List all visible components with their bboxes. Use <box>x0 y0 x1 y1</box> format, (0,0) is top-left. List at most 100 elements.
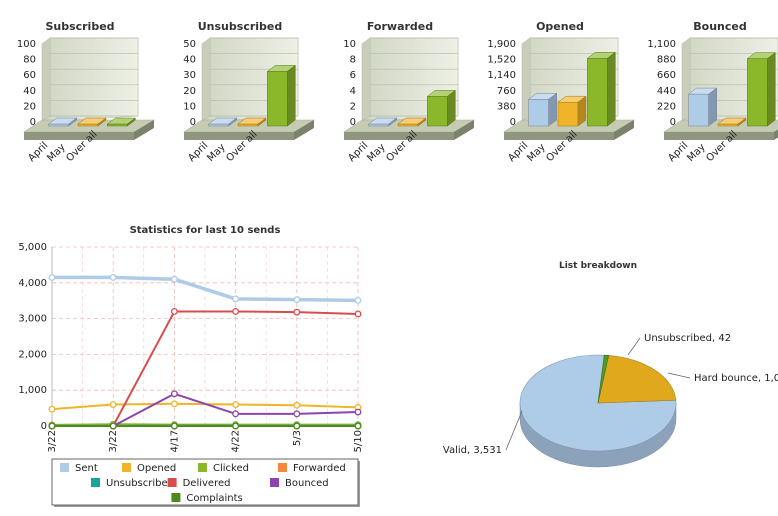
pie-label-leader <box>667 372 691 379</box>
x-tick-label: 5/10 <box>353 430 364 452</box>
legend-swatch <box>171 493 181 502</box>
series-point-bounced <box>170 390 178 398</box>
y-tick-label: 5,000 <box>18 242 47 253</box>
legend-label: Complaints <box>186 493 242 504</box>
y-tick-label: 80 <box>23 55 36 66</box>
y-tick-label: 2,000 <box>18 349 47 360</box>
series-point-sent <box>293 296 301 304</box>
legend-label: Bounced <box>285 478 329 489</box>
y-tick-label: 0 <box>190 117 196 128</box>
plot-floor-side <box>774 129 778 140</box>
x-tick-label: May <box>205 142 227 164</box>
series-point-complaints <box>232 422 240 430</box>
chart-title: Bounced <box>693 20 746 33</box>
bar-may <box>557 95 587 127</box>
plot-side-wall <box>201 37 211 123</box>
y-tick-label: 4 <box>350 86 356 97</box>
series-point-delivered <box>170 307 178 315</box>
y-tick-label: 0 <box>41 421 47 432</box>
legend-item-forwarded: Forwarded <box>278 463 346 474</box>
bar-over-all <box>266 64 297 127</box>
y-tick-label: 1,100 <box>647 39 676 50</box>
plot-floor-side <box>294 120 314 140</box>
y-tick-label: 880 <box>657 55 676 66</box>
bar-may <box>77 117 107 127</box>
y-tick-label: 760 <box>497 86 516 97</box>
series-point-opened <box>170 400 178 408</box>
plot-side-wall <box>41 37 51 123</box>
y-tick-label: 100 <box>17 39 36 50</box>
chart-title: Statistics for last 10 sends <box>130 225 281 236</box>
y-tick-label: 40 <box>23 86 36 97</box>
x-tick-label: 5/3 <box>292 430 303 446</box>
x-tick-label: May <box>365 142 387 164</box>
legend-item-bounced: Bounced <box>270 478 329 489</box>
y-tick-label: 10 <box>343 39 356 50</box>
series-point-opened <box>109 401 117 408</box>
legend-swatch <box>167 478 177 487</box>
x-tick-label: May <box>685 142 707 164</box>
series-point-sent <box>170 275 178 283</box>
y-tick-label: 40 <box>183 55 196 66</box>
legend-item-unsubscribed: Unsubscribed <box>91 478 174 489</box>
y-tick-label: 6 <box>350 70 356 81</box>
x-tick-label: 4/17 <box>169 430 180 452</box>
bar-april <box>687 87 718 127</box>
chart-title: Unsubscribed <box>198 20 283 33</box>
series-point-bounced <box>293 410 301 418</box>
y-tick-label: 0 <box>510 117 516 128</box>
plot-floor-front <box>664 132 774 140</box>
plot-side-wall <box>361 37 371 123</box>
x-tick-label: April <box>666 140 690 164</box>
pie-slice-hard-bounce <box>597 355 677 404</box>
bar-may <box>397 117 427 127</box>
legend-item-clicked: Clicked <box>198 463 249 474</box>
legend-label: Opened <box>137 463 176 474</box>
x-tick-label: May <box>45 142 67 164</box>
pie-label-unsubscribed: Unsubscribed, 42 <box>644 333 731 344</box>
statistics-line-chart: Statistics for last 10 sends 0 1,000 2,000 3… <box>18 225 364 507</box>
y-tick-label: 20 <box>183 86 196 97</box>
y-tick-label: 3,000 <box>18 314 47 325</box>
bar-over-all <box>426 89 457 127</box>
pie-label-valid: Valid, 3,531 <box>443 445 502 456</box>
y-tick-label: 20 <box>23 101 36 112</box>
legend-label: Forwarded <box>293 463 346 474</box>
y-tick-label: 8 <box>350 55 356 66</box>
legend-item-complaints: Complaints <box>171 493 243 504</box>
plot-floor-front <box>24 132 134 140</box>
pie-label-leader <box>505 410 523 451</box>
series-point-opened <box>232 401 240 408</box>
pie-slice-unsubscribed <box>597 354 610 404</box>
series-point-sent <box>232 295 240 303</box>
y-tick-label: 1,000 <box>18 385 47 396</box>
chart-title: Opened <box>536 20 584 33</box>
legend-swatch <box>270 478 279 487</box>
plot-back-wall <box>49 37 139 117</box>
series-point-delivered <box>232 307 240 315</box>
bar-april <box>367 117 398 127</box>
legend-swatch <box>198 463 207 472</box>
x-tick-label: April <box>346 140 370 164</box>
y-tick-label: 60 <box>23 70 36 81</box>
y-tick-label: 440 <box>657 86 676 97</box>
x-tick-label: April <box>26 140 50 164</box>
legend-item-opened: Opened <box>122 463 176 474</box>
y-tick-label: 4,000 <box>18 278 47 289</box>
legend-label: Unsubscribed <box>106 478 174 489</box>
plot-floor-side <box>614 120 634 140</box>
y-tick-label: 2 <box>350 101 356 112</box>
series-point-delivered <box>354 310 362 318</box>
bar-over-all <box>586 51 617 127</box>
y-tick-label: 10 <box>183 101 196 112</box>
chart-title: Forwarded <box>367 20 433 33</box>
bar-over-all <box>106 117 137 127</box>
series-point-delivered <box>293 308 301 316</box>
y-tick-label: 380 <box>497 101 516 112</box>
x-tick-label: April <box>506 140 530 164</box>
y-tick-label: 1,900 <box>487 39 516 50</box>
y-tick-label: 1,520 <box>487 55 516 66</box>
x-tick-label: 4/22 <box>231 430 242 452</box>
